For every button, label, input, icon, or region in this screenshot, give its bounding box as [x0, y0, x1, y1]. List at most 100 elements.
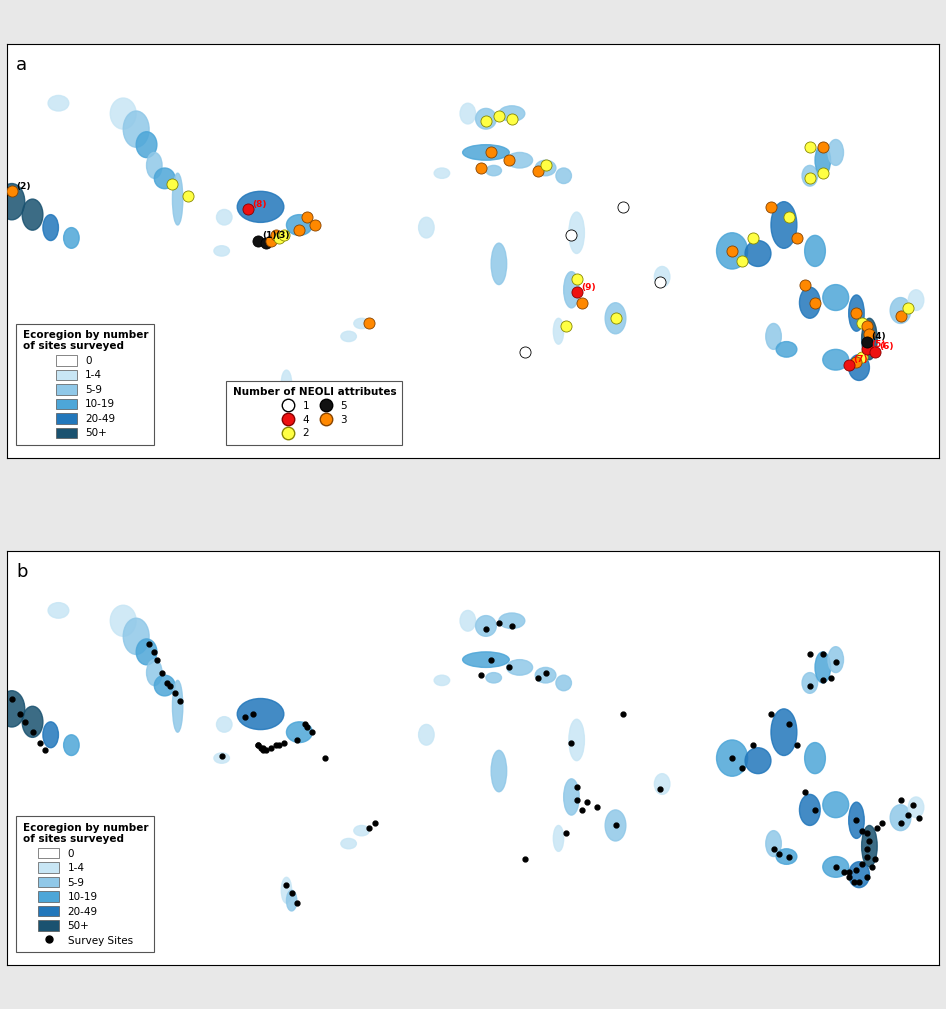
Ellipse shape — [823, 792, 849, 817]
Text: (6): (6) — [879, 342, 893, 351]
Ellipse shape — [463, 144, 509, 160]
Ellipse shape — [0, 184, 25, 220]
Ellipse shape — [765, 324, 781, 349]
Ellipse shape — [569, 719, 585, 761]
Ellipse shape — [460, 103, 476, 124]
Ellipse shape — [908, 797, 924, 817]
Ellipse shape — [776, 342, 797, 357]
Ellipse shape — [862, 318, 877, 360]
Ellipse shape — [745, 748, 771, 774]
Ellipse shape — [354, 825, 369, 835]
Ellipse shape — [123, 111, 149, 147]
Ellipse shape — [828, 647, 844, 673]
Ellipse shape — [745, 240, 771, 266]
Ellipse shape — [535, 667, 556, 683]
Ellipse shape — [491, 243, 507, 285]
Ellipse shape — [849, 295, 865, 331]
Text: a: a — [16, 57, 27, 74]
Ellipse shape — [507, 152, 533, 167]
Ellipse shape — [805, 743, 825, 774]
Ellipse shape — [136, 132, 157, 157]
Ellipse shape — [569, 212, 585, 253]
Text: (5): (5) — [871, 340, 885, 348]
Ellipse shape — [823, 857, 849, 877]
Ellipse shape — [217, 210, 232, 225]
Ellipse shape — [553, 825, 564, 852]
Ellipse shape — [287, 721, 312, 743]
Ellipse shape — [491, 751, 507, 792]
Ellipse shape — [716, 740, 747, 776]
Text: (2): (2) — [16, 182, 30, 191]
Ellipse shape — [214, 753, 230, 763]
Ellipse shape — [849, 354, 869, 380]
Ellipse shape — [172, 174, 183, 225]
Text: (9): (9) — [581, 283, 595, 292]
Ellipse shape — [287, 383, 297, 404]
Ellipse shape — [486, 673, 501, 683]
Ellipse shape — [823, 349, 849, 370]
Legend: 1, 4, 2, 5, 3: 1, 4, 2, 5, 3 — [226, 381, 402, 445]
Ellipse shape — [154, 167, 175, 189]
Ellipse shape — [463, 652, 509, 667]
Ellipse shape — [823, 285, 849, 311]
Ellipse shape — [237, 192, 284, 222]
Ellipse shape — [499, 613, 525, 629]
Ellipse shape — [476, 108, 497, 129]
Ellipse shape — [43, 721, 59, 748]
Text: (1): (1) — [262, 231, 276, 240]
Ellipse shape — [799, 288, 820, 318]
Ellipse shape — [418, 724, 434, 745]
Ellipse shape — [849, 802, 865, 838]
Ellipse shape — [564, 779, 579, 815]
Ellipse shape — [172, 680, 183, 733]
Ellipse shape — [48, 602, 69, 619]
Ellipse shape — [287, 890, 297, 911]
Ellipse shape — [765, 830, 781, 857]
Legend: 0, 1-4, 5-9, 10-19, 20-49, 50+, Survey Sites: 0, 1-4, 5-9, 10-19, 20-49, 50+, Survey S… — [16, 816, 154, 951]
Ellipse shape — [507, 660, 533, 675]
Ellipse shape — [771, 709, 797, 756]
Ellipse shape — [828, 139, 844, 165]
Ellipse shape — [43, 215, 59, 240]
Ellipse shape — [237, 698, 284, 730]
Ellipse shape — [655, 266, 670, 288]
Ellipse shape — [776, 849, 797, 865]
Text: (8): (8) — [252, 200, 266, 209]
Ellipse shape — [655, 774, 670, 794]
Ellipse shape — [147, 660, 162, 685]
Ellipse shape — [890, 805, 911, 830]
Ellipse shape — [434, 675, 449, 685]
Ellipse shape — [890, 298, 911, 324]
Ellipse shape — [22, 199, 43, 230]
Ellipse shape — [281, 877, 291, 903]
Ellipse shape — [111, 98, 136, 129]
Ellipse shape — [802, 165, 817, 186]
Ellipse shape — [535, 160, 556, 176]
Ellipse shape — [63, 735, 79, 756]
Ellipse shape — [217, 716, 232, 733]
Ellipse shape — [147, 152, 162, 179]
Ellipse shape — [771, 202, 797, 248]
Ellipse shape — [499, 106, 525, 121]
Ellipse shape — [805, 235, 825, 266]
Ellipse shape — [605, 810, 626, 842]
Ellipse shape — [605, 303, 626, 334]
Ellipse shape — [136, 639, 157, 665]
Ellipse shape — [123, 619, 149, 655]
Ellipse shape — [556, 167, 571, 184]
Ellipse shape — [154, 675, 175, 696]
Ellipse shape — [716, 233, 747, 269]
Ellipse shape — [564, 271, 579, 308]
Ellipse shape — [862, 825, 877, 867]
Ellipse shape — [802, 673, 817, 693]
Ellipse shape — [341, 838, 357, 849]
Ellipse shape — [476, 615, 497, 637]
Ellipse shape — [341, 331, 357, 342]
Ellipse shape — [486, 165, 501, 176]
Ellipse shape — [48, 96, 69, 111]
Ellipse shape — [460, 610, 476, 632]
Ellipse shape — [111, 605, 136, 637]
Text: (4): (4) — [871, 332, 885, 341]
Ellipse shape — [908, 290, 924, 311]
Ellipse shape — [0, 691, 25, 727]
